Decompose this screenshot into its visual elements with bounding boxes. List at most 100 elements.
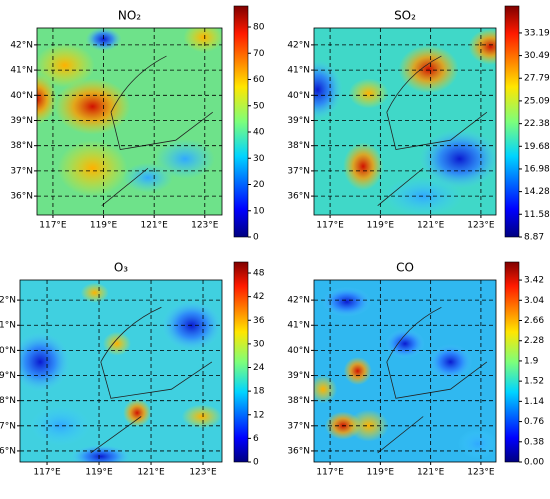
y-tick-label: 38°N [287,396,310,406]
y-tick-label: 36°N [287,192,310,202]
colorbar-tick-label: 80 [253,23,265,33]
field-blob [314,375,338,404]
concentration-field [37,28,222,215]
colorbar-tick-label: 2.66 [524,316,544,326]
y-tick-label: 40°N [10,91,33,101]
colorbar-tick-label: 60 [253,75,265,85]
x-tick-label: 117°E [33,468,61,478]
coastline [101,55,213,206]
colorbar-tick-label: 0 [253,233,259,243]
colorbar-tick-label: 14.28 [524,187,550,197]
field-blob [348,409,389,442]
panel-title: CO [396,261,414,275]
colorbar [504,261,520,463]
y-tick-label: 40°N [287,91,310,101]
colorbar-tick-label: 3.04 [524,296,544,306]
field-blob [85,28,122,52]
field-blob [468,28,496,65]
y-tick-label: 39°N [10,116,33,126]
x-tick-label: 123°E [189,468,217,478]
coastline [377,55,488,206]
y-tick-label: 38°N [0,396,16,406]
y-tick-label: 36°N [287,446,310,456]
colorbar [233,261,249,463]
x-tick-label: 117°E [316,468,344,478]
colorbar-tick-label: 0.00 [524,458,544,468]
colorbar-tick-label: 0.76 [524,417,544,427]
field-blob [457,428,496,459]
colorbar-tick-label: 3.42 [524,276,544,286]
y-tick-label: 42°N [10,40,33,50]
y-tick-label: 42°N [0,296,16,306]
map-panel: 117°E 119°E 121°E 123°E 36°N 37°N 38°N 39°N 40°N… [0,261,265,478]
field-blob [20,331,71,392]
colorbar-tick-label: 25.09 [524,96,550,106]
colorbar-tick-label: 1.52 [524,377,544,387]
colorbar-tick-label: 0 [253,458,259,468]
y-tick-label: 42°N [287,296,310,306]
x-tick-label: 119°E [367,468,395,478]
colorbar-tick-label: 36 [253,316,265,326]
colorbar-tick-label: 19.68 [524,142,550,152]
x-tick-label: 119°E [367,221,395,231]
colorbar-tick-label: 0.38 [524,437,544,447]
x-tick-label: 119°E [90,221,118,231]
colorbar-tick-label: 33.19 [524,28,550,38]
colorbar-tick-label: 27.79 [524,74,550,84]
colorbar-tick-label: 12 [253,410,264,420]
colorbar-tick-label: 30 [253,339,265,349]
colorbar-tick-label: 30 [253,154,265,164]
map-frame [313,279,497,463]
y-tick-label: 40°N [287,346,310,356]
x-tick-label: 117°E [316,221,344,231]
x-tick-label: 121°E [140,221,168,231]
field-blob [183,28,222,53]
colorbar-tick-label: 11.58 [524,210,550,220]
colorbar-tick-label: 42 [253,292,264,302]
y-tick-label: 41°N [0,321,16,331]
field-blob [383,176,464,215]
map-panel: 117°E 119°E 121°E 123°E 36°N 37°N 38°N 39°N 40°N… [287,5,550,243]
x-tick-label: 121°E [137,468,165,478]
concentration-field [314,280,496,462]
map-frame [36,27,223,216]
colorbar-tick-label: 20 [253,180,265,190]
field-blob [70,444,131,462]
field-blob [398,45,459,94]
colorbar-tick-label: 30.49 [524,51,550,61]
field-blob [102,331,131,356]
y-tick-label: 38°N [10,141,33,151]
x-tick-label: 123°E [467,221,495,231]
y-tick-label: 37°N [287,421,310,431]
colorbar-tick-label: 22.38 [524,119,550,129]
colorbar-tick-label: 40 [253,128,265,138]
colorbar [233,5,249,238]
y-tick-label: 41°N [10,66,33,76]
y-tick-label: 39°N [287,371,310,381]
colorbar-tick-label: 10 [253,206,265,216]
panel-title: NO₂ [118,9,141,23]
y-tick-label: 41°N [287,66,310,76]
field-blob [348,78,389,109]
field-blob [181,404,222,429]
field-blob [37,43,95,88]
x-tick-label: 119°E [85,468,113,478]
concentration-field [20,280,222,462]
y-tick-label: 37°N [10,166,33,176]
y-tick-label: 41°N [287,321,310,331]
field-blob [155,138,215,179]
y-tick-label: 36°N [0,446,16,456]
colorbar-tick-label: 50 [253,101,265,111]
colorbar [504,5,520,238]
colorbar-tick-label: 6 [253,434,259,444]
field-blob [385,328,425,359]
colorbar-tick-label: 8.87 [524,233,544,243]
x-tick-label: 121°E [417,221,445,231]
y-tick-label: 40°N [0,346,16,356]
y-tick-label: 38°N [287,141,310,151]
field-blob [343,357,372,385]
map-frame [313,27,497,216]
colorbar-tick-label: 1.14 [524,397,544,407]
y-tick-label: 36°N [10,192,33,202]
field-blob [314,59,343,120]
